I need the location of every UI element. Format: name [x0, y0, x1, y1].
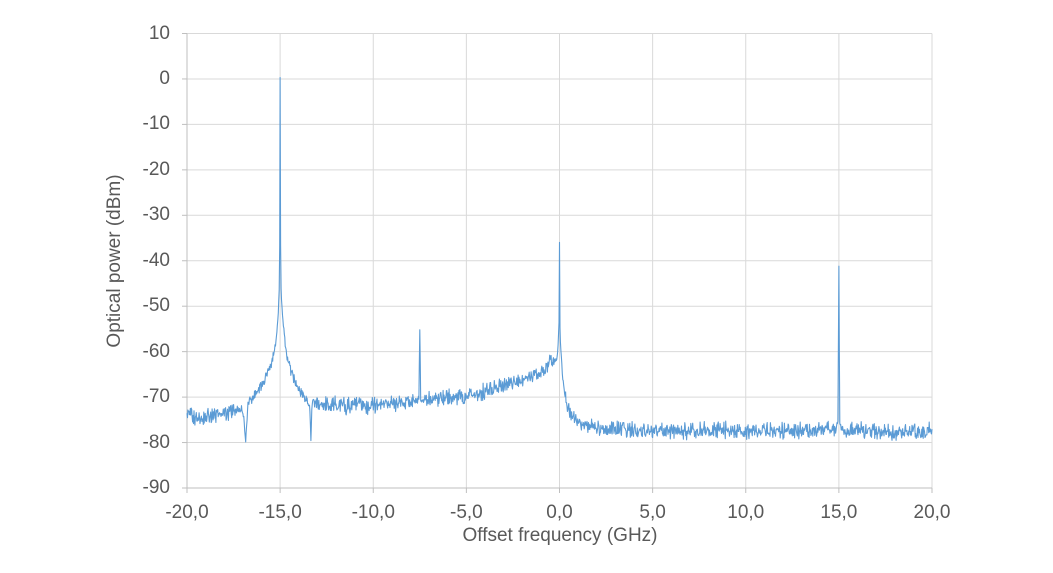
x-tick-label: 15,0	[820, 502, 858, 523]
x-tick-label: -10,0	[351, 502, 395, 523]
y-tick-label: -70	[142, 386, 170, 408]
y-tick-label: -60	[142, 340, 170, 362]
y-tick-label: 10	[148, 22, 170, 44]
trace-line	[186, 76, 933, 443]
x-axis-title: Offset frequency (GHz)	[462, 525, 658, 546]
x-tick-label: 0,0	[546, 502, 573, 523]
x-tick-label: 5,0	[639, 502, 666, 523]
y-tick-label: 0	[159, 67, 170, 89]
y-tick-label: -40	[142, 249, 170, 271]
x-tick-label: 10,0	[727, 502, 765, 523]
x-tick-label: -5,0	[450, 502, 483, 523]
x-tick-label: 20,0	[913, 502, 951, 523]
y-tick-label: -90	[142, 477, 170, 498]
y-tick-label: -20	[142, 158, 170, 180]
y-tick-label: -30	[142, 204, 170, 226]
y-tick-label: -10	[142, 113, 170, 135]
y-tick-label: -50	[142, 295, 170, 317]
y-tick-label: -80	[142, 431, 170, 453]
x-tick-label: -15,0	[258, 502, 302, 523]
x-tick-label: -20,0	[165, 502, 209, 523]
